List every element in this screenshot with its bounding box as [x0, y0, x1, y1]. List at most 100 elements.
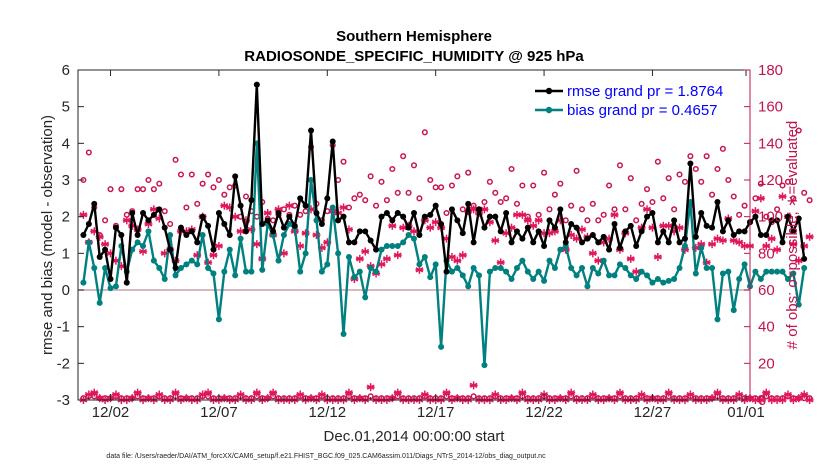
bias-point — [248, 268, 255, 275]
possible-obs-marker — [736, 211, 743, 218]
rmse-point — [367, 237, 374, 244]
rmse-point — [752, 213, 759, 220]
possible-obs-marker — [638, 200, 645, 207]
y-right-tick-label: 20 — [758, 355, 775, 372]
rmse-point — [378, 213, 385, 220]
evaluated-obs-marker — [718, 236, 727, 245]
rmse-point — [638, 228, 645, 235]
y-right-tick-label: 100 — [758, 209, 783, 226]
rmse-point — [573, 224, 580, 231]
rmse-point — [96, 254, 103, 260]
bias-point — [194, 261, 201, 268]
evaluated-obs-marker — [783, 390, 792, 399]
possible-obs-marker — [633, 217, 640, 224]
possible-obs-marker — [584, 217, 591, 224]
rmse-point — [259, 221, 266, 227]
bias-point — [600, 257, 607, 264]
possible-obs-marker — [145, 176, 152, 184]
bias-point — [681, 243, 688, 249]
bias-point — [405, 232, 412, 238]
y-right-tick-label: 80 — [758, 245, 775, 262]
possible-obs-marker — [156, 180, 163, 187]
possible-obs-marker — [432, 184, 439, 191]
y-left-tick-label: 6 — [62, 62, 70, 79]
rmse-point — [400, 213, 407, 220]
bias-point — [351, 274, 358, 281]
rmse-point — [264, 217, 271, 224]
bias-point — [335, 250, 342, 257]
bias-point — [546, 257, 553, 264]
rmse-point — [508, 239, 515, 246]
possible-obs-marker — [784, 178, 791, 185]
bias-point — [177, 265, 184, 271]
rmse-point — [362, 228, 369, 235]
y-left-tick-label: 2 — [62, 209, 70, 226]
evaluated-obs-marker — [805, 396, 814, 404]
bias-point — [389, 243, 396, 249]
legend-rmse-label: rmse grand pr = 1.8764 — [567, 83, 723, 100]
possible-obs-marker — [763, 213, 770, 220]
y-right-tick-label: 60 — [758, 282, 775, 299]
possible-obs-marker — [568, 202, 575, 209]
bias-point — [156, 265, 163, 271]
x-tick-label: 12/22 — [525, 404, 563, 421]
bias-series-line — [82, 142, 806, 367]
possible-obs-marker — [665, 175, 672, 182]
possible-obs-marker — [503, 195, 510, 202]
evaluated-obs-marker — [296, 390, 305, 399]
bias-point — [362, 294, 369, 301]
rmse-point — [660, 228, 667, 235]
possible-obs-marker — [757, 180, 764, 187]
possible-obs-marker — [470, 393, 477, 400]
rmse-point — [237, 202, 244, 209]
rmse-point — [622, 228, 629, 235]
bias-point — [676, 265, 683, 271]
evaluated-obs-marker — [713, 388, 722, 397]
bias-point — [324, 261, 331, 268]
evaluated-obs-marker — [214, 242, 223, 250]
possible-obs-marker — [774, 206, 781, 213]
bias-point — [373, 268, 380, 275]
evaluated-obs-marker — [789, 240, 798, 249]
bias-point — [378, 246, 385, 253]
rmse-point — [595, 239, 602, 246]
possible-obs-marker — [205, 171, 212, 178]
possible-obs-marker — [649, 198, 656, 206]
possible-obs-marker — [351, 195, 358, 202]
rmse-point — [584, 235, 591, 242]
rmse-point — [476, 206, 483, 213]
rmse-point — [470, 239, 477, 246]
bias-point — [633, 276, 640, 282]
bias-point — [345, 254, 352, 260]
possible-obs-marker — [719, 145, 726, 152]
bias-point — [595, 270, 602, 277]
x-tick-label: 12/12 — [309, 404, 347, 421]
legend-rmse-marker — [545, 87, 553, 95]
rmse-point — [692, 233, 699, 240]
possible-obs-marker — [405, 189, 412, 196]
bias-point — [199, 232, 206, 238]
possible-obs-marker — [242, 193, 250, 200]
bias-point — [730, 307, 737, 314]
possible-obs-marker — [107, 186, 114, 193]
bias-point — [454, 265, 461, 271]
possible-obs-marker — [600, 211, 607, 218]
rmse-point — [286, 213, 293, 220]
y-left-tick-label: 4 — [62, 135, 70, 152]
possible-obs-marker — [134, 186, 141, 193]
possible-obs-marker — [356, 191, 363, 198]
possible-obs-marker — [671, 206, 678, 213]
bias-point — [140, 243, 147, 249]
evaluated-obs-marker — [664, 221, 673, 230]
evaluated-obs-marker — [252, 388, 261, 397]
rmse-point — [356, 228, 363, 235]
bias-point — [470, 265, 477, 271]
rmse-point — [421, 213, 428, 220]
bias-point — [627, 272, 634, 279]
y-right-tick-label: 120 — [758, 172, 783, 189]
y-right-tick-label: 0 — [758, 392, 766, 409]
bias-point — [367, 265, 374, 271]
evaluated-obs-marker — [491, 390, 500, 399]
rmse-point — [226, 232, 233, 238]
possible-obs-marker — [454, 173, 461, 180]
